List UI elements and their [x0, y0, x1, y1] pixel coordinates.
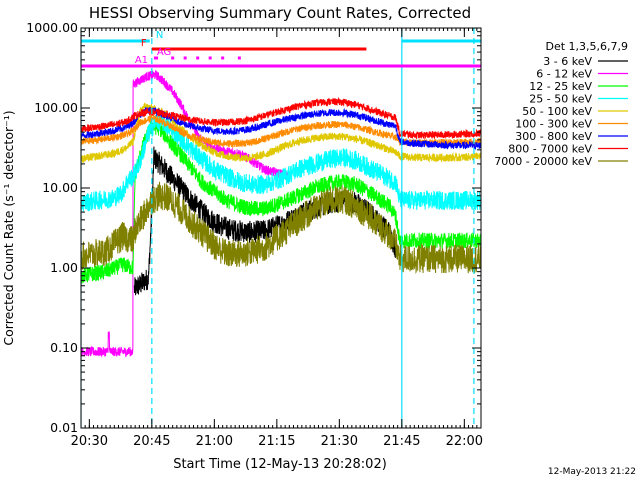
- series-line-8: [81, 181, 481, 275]
- y-tick-label-4: 0.10: [50, 340, 78, 355]
- series-line-2: [81, 119, 481, 284]
- x-tick-label-5: 21:45: [383, 434, 420, 449]
- flag-label-f: F: [141, 38, 147, 49]
- flag-dot-3: [208, 56, 212, 60]
- footer-timestamp: 12-May-2013 21:22: [548, 467, 636, 477]
- x-tick-label-4: 21:30: [321, 434, 358, 449]
- y-tick-label-3: 1.00: [50, 260, 78, 275]
- series-line-3: [81, 111, 481, 213]
- legend-label-1: 6 - 12 keV: [536, 68, 592, 81]
- x-tick-label-2: 21:00: [196, 434, 233, 449]
- legend-label-3: 25 - 50 keV: [529, 93, 592, 106]
- y-tick-label-2: 10.00: [42, 180, 78, 195]
- legend-label-4: 50 - 100 keV: [522, 105, 592, 118]
- legend-label-0: 3 - 6 keV: [543, 55, 592, 68]
- flag-label-ag: AG: [157, 47, 171, 58]
- y-axis-label: Corrected Count Rate (s⁻¹ detector⁻¹): [1, 110, 16, 345]
- flag-label-n: N: [156, 30, 163, 41]
- x-tick-label-1: 20:45: [133, 434, 170, 449]
- flag-dot-0: [171, 56, 175, 60]
- x-tick-label-0: 20:30: [71, 434, 108, 449]
- legend-title: Det 1,3,5,6,7,9: [545, 40, 628, 53]
- y-tick-label-1: 100.00: [34, 100, 78, 115]
- chart-title: HESSI Observing Summary Count Rates, Cor…: [89, 4, 471, 22]
- legend-label-6: 300 - 800 keV: [515, 130, 592, 143]
- y-tick-label-0: 1000.00: [26, 20, 78, 35]
- flag-dot-5: [237, 56, 241, 60]
- plot-frame: [80, 27, 482, 429]
- y-tick-label-5: 0.01: [50, 420, 78, 435]
- x-axis-label: Start Time (12-May-13 20:28:02): [173, 457, 387, 472]
- flag-dot-2: [196, 56, 200, 60]
- legend-label-7: 800 - 7000 keV: [508, 143, 592, 156]
- x-tick-label-3: 21:15: [258, 434, 295, 449]
- flag-dot-4: [221, 56, 225, 60]
- legend-label-2: 12 - 25 keV: [529, 80, 592, 93]
- legend-label-5: 100 - 300 keV: [515, 118, 592, 131]
- series-line-7: [81, 96, 481, 140]
- flag-dot-1: [183, 56, 187, 60]
- legend-label-8: 7000 - 20000 keV: [494, 155, 592, 168]
- flag-label-a1: A1: [135, 55, 148, 66]
- x-tick-label-6: 22:00: [446, 434, 483, 449]
